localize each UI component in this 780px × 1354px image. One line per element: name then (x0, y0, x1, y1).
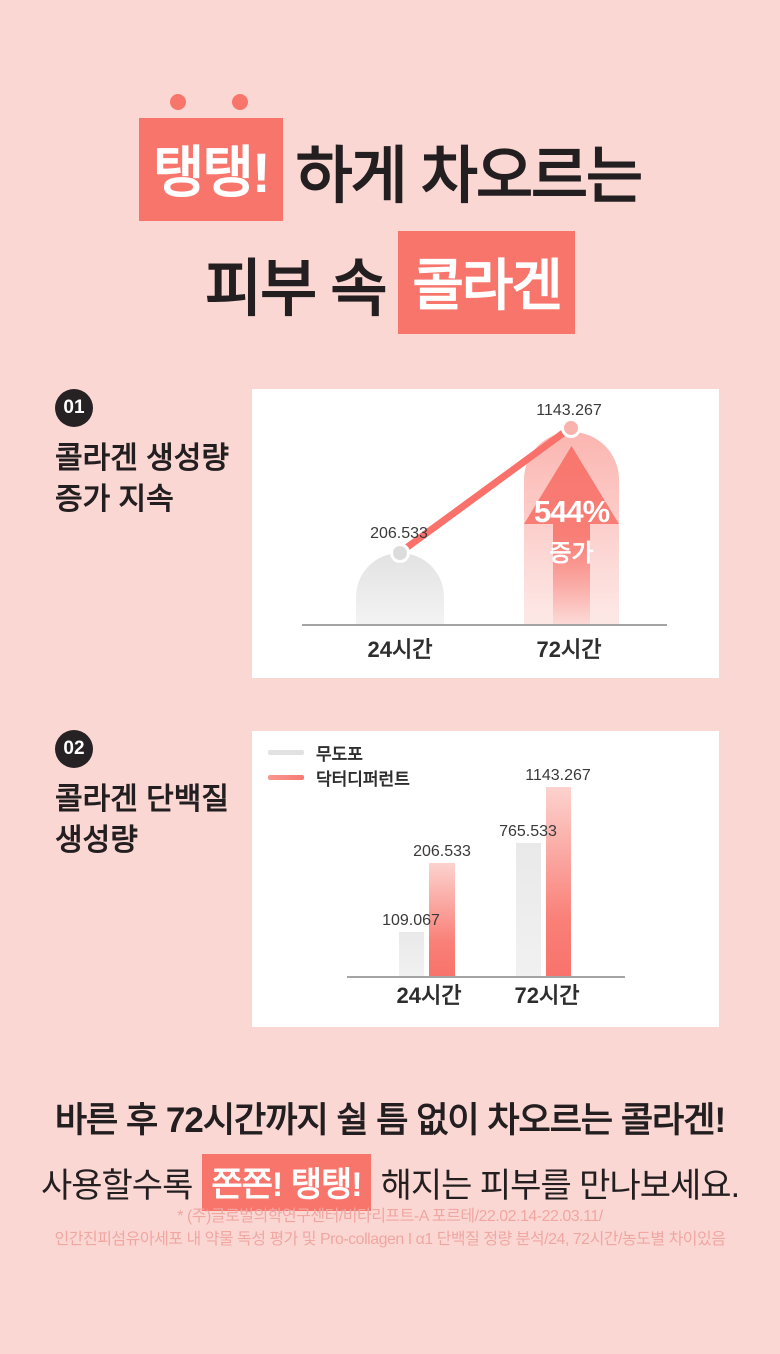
title-highlight-box-1: 탱탱! (138, 94, 283, 221)
section1-badge: 01 (55, 389, 93, 427)
tagline-line2: 사용할수록 쫀쫀! 탱탱! 해지는 피부를 만나보세요. (0, 1154, 780, 1211)
section2-header: 02 콜라겐 단백질 생성량 (55, 730, 245, 862)
tagline-line2-prefix: 사용할수록 (40, 1167, 193, 1205)
axis-baseline (347, 976, 625, 978)
tagline-highlight-box: 쫀쫀! 탱탱! (202, 1154, 371, 1211)
growth-percent: 544% (533, 494, 610, 529)
legend-item-untreated: 무도포 (268, 743, 410, 764)
bar-untreated-72h (516, 843, 541, 976)
value-label-24h: 206.533 (370, 525, 428, 542)
x-axis-label-24h: 24시간 (367, 637, 433, 662)
title-text-2: 피부 속 (205, 254, 387, 324)
growth-annotation: 544% 증가 (524, 494, 619, 568)
x-axis-label-72h: 72시간 (536, 637, 602, 662)
section2-badge: 02 (55, 730, 93, 768)
legend-label-brand: 닥터디퍼런트 (316, 769, 410, 789)
data-point-marker-24h (390, 543, 410, 563)
footnote-line2: 인간진피섬유아세포 내 약물 독성 평가 및 Pro-collagen I α1… (54, 1231, 726, 1249)
value-label-72h: 1143.267 (536, 402, 602, 419)
title-line-1: 탱탱! 하게 차오르는 (0, 94, 780, 221)
accent-dot-icon (169, 94, 186, 110)
value-label-brand-24h: 206.533 (413, 843, 471, 860)
bar-72h-dome: 544% 증가 (524, 432, 619, 624)
chart-card-1: 544% 증가 206.533 1143.267 24시간 72시간 (252, 389, 719, 678)
section1-heading: 콜라겐 생성량 증가 지속 (55, 438, 245, 521)
chart-legend: 무도포 닥터디퍼런트 (268, 743, 410, 789)
value-label-brand-72h: 1143.267 (525, 767, 591, 784)
title-line-2: 피부 속 콜라겐 (0, 231, 780, 334)
x-axis-label-72h: 72시간 (514, 983, 580, 1008)
footnote-line1: * (주)글로벌의학연구센터/비타리프트-A 포르테/22.02.14-22.0… (177, 1208, 603, 1225)
title-text-1: 하게 차오르는 (295, 141, 643, 211)
x-axis-label-24h: 24시간 (396, 983, 462, 1008)
section1-header: 01 콜라겐 생성량 증가 지속 (55, 389, 245, 521)
tagline: 바른 후 72시간까지 쉴 틈 없이 차오르는 콜라겐! 사용할수록 쫀쫀! 탱… (0, 1092, 780, 1211)
legend-label-untreated: 무도포 (316, 744, 363, 764)
legend-swatch-gray (268, 749, 304, 755)
chart-card-2: 무도포 닥터디퍼런트 109.067 206.533 765.533 1143.… (252, 731, 719, 1027)
section2-heading: 콜라겐 단백질 생성량 (55, 779, 245, 862)
data-point-marker-72h (561, 418, 581, 438)
bar-untreated-24h (399, 932, 424, 976)
bar-brand-24h (429, 863, 455, 976)
bar-24h-dome (356, 553, 444, 624)
section2-heading-line1: 콜라겐 단백질 (55, 783, 229, 816)
legend-item-brand: 닥터디퍼런트 (268, 768, 410, 789)
footnote: * (주)글로벌의학연구센터/비타리프트-A 포르테/22.02.14-22.0… (0, 1205, 780, 1251)
title-highlight-text-1: 탱탱! (152, 141, 271, 204)
section1-heading-line1: 콜라겐 생성량 (55, 442, 229, 475)
tagline-line2-suffix: 해지는 피부를 만나보세요. (380, 1167, 740, 1205)
title-highlight-box-2: 콜라겐 (398, 231, 575, 334)
value-label-untreated-24h: 109.067 (382, 912, 440, 929)
page-title: 탱탱! 하게 차오르는 피부 속 콜라겐 (0, 94, 780, 334)
bar-brand-72h (546, 787, 571, 976)
tagline-line1: 바른 후 72시간까지 쉴 틈 없이 차오르는 콜라겐! (54, 1101, 726, 1140)
legend-swatch-pink (268, 774, 304, 780)
value-label-untreated-72h: 765.533 (499, 823, 557, 840)
accent-dot-icon (231, 94, 248, 110)
title-highlight-text-2: 콜라겐 (412, 254, 563, 317)
growth-arrow-icon (524, 446, 619, 624)
section1-heading-line2: 증가 지속 (55, 483, 174, 517)
axis-baseline (302, 624, 667, 626)
growth-word: 증가 (549, 540, 594, 567)
section2-heading-line2: 생성량 (55, 824, 138, 858)
